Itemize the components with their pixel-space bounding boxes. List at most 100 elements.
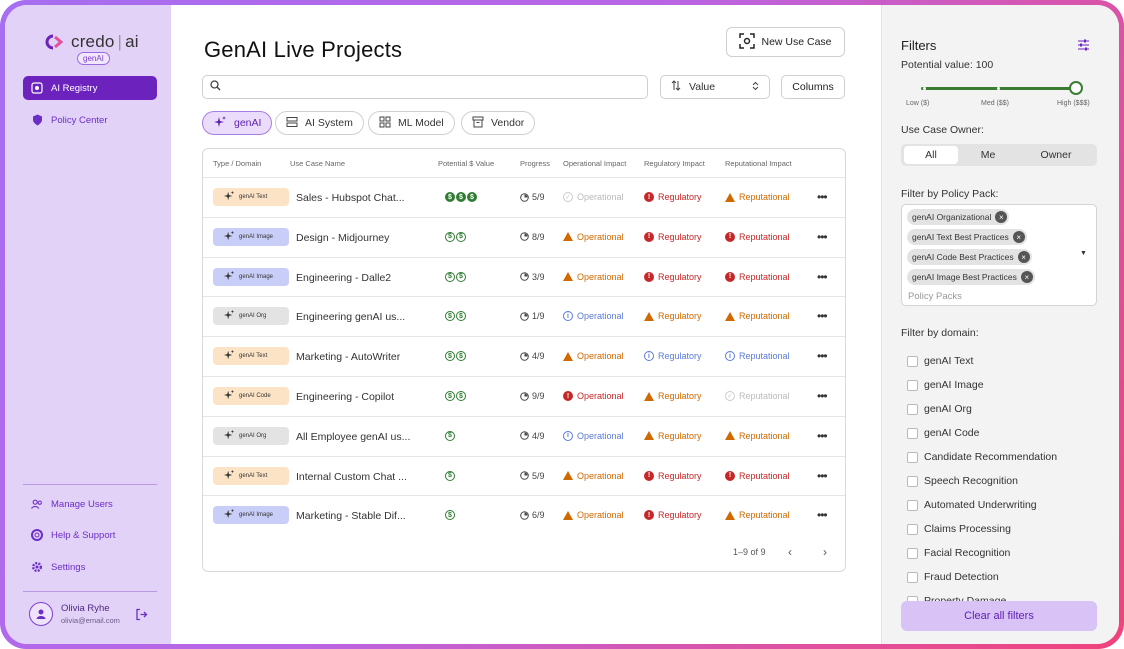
reputational-impact: Reputational xyxy=(725,510,790,520)
use-case-name[interactable]: All Employee genAI us... xyxy=(296,430,411,443)
domain-checkbox-row[interactable]: genAI Text xyxy=(907,355,973,367)
chip-ml-model[interactable]: ML Model xyxy=(368,111,455,135)
search-input[interactable] xyxy=(202,75,648,99)
domain-checkbox-row[interactable]: Candidate Recommendation xyxy=(907,451,1057,463)
sort-select[interactable]: Value xyxy=(660,75,770,99)
table-row[interactable]: genAI Org Engineering genAI us... $ $1/9 i Op… xyxy=(203,296,845,336)
sidebar-item-ai-registry[interactable]: AI Registry xyxy=(23,76,157,100)
use-case-name[interactable]: Sales - Hubspot Chat... xyxy=(296,192,405,204)
domain-checkbox-row[interactable]: genAI Image xyxy=(907,379,984,391)
use-case-name[interactable]: Design - Midjourney xyxy=(296,231,390,244)
chip-ai-system[interactable]: AI System xyxy=(275,111,364,135)
use-case-name[interactable]: Engineering - Copilot xyxy=(296,391,395,403)
use-case-name[interactable]: Engineering - Dalle2 xyxy=(296,271,392,284)
table-row[interactable]: genAI Text Internal Custom Chat ... $5/9 Op… xyxy=(203,455,845,496)
table-row[interactable]: genAI Image Marketing - Stable Dif... $6/9… xyxy=(203,495,845,535)
more-options-icon[interactable]: ••• xyxy=(817,229,828,244)
remove-icon[interactable]: × xyxy=(1017,251,1030,263)
domain-checkbox-row[interactable]: Facial Recognition xyxy=(907,547,1010,559)
owner-option-all[interactable]: All xyxy=(904,146,958,164)
table-row[interactable]: genAI Text Sales - Hubspot Chat... $ $ $5/9 ✓… xyxy=(203,177,845,217)
domain-checkbox-row[interactable]: genAI Code xyxy=(907,427,979,439)
table-row[interactable]: genAI Text Marketing - AutoWriter $ $4/9 Ope… xyxy=(203,336,845,376)
remove-icon[interactable]: × xyxy=(1012,231,1025,243)
server-icon xyxy=(286,116,298,131)
domain-checkbox-row[interactable]: genAI Org xyxy=(907,403,972,415)
info-icon: i xyxy=(563,430,573,441)
checkbox[interactable] xyxy=(907,427,918,439)
clear-filters-button[interactable]: Clear all filters xyxy=(901,601,1097,631)
brand-logo[interactable]: credo | ai xyxy=(45,32,139,52)
next-page-icon[interactable]: › xyxy=(823,545,827,559)
owner-option-me[interactable]: Me xyxy=(980,149,996,161)
more-options-icon[interactable]: ••• xyxy=(817,269,828,284)
page-title: GenAI Live Projects xyxy=(204,37,403,62)
warning-icon xyxy=(725,311,735,321)
columns-button[interactable]: Columns xyxy=(781,75,845,99)
use-case-name[interactable]: Marketing - AutoWriter xyxy=(296,351,401,364)
sidebar-item-help-support[interactable]: Help & Support xyxy=(23,523,157,547)
column-header[interactable]: Type / Domain xyxy=(213,159,262,168)
dollar-icon: $ xyxy=(445,311,455,322)
domain-checkbox-row[interactable]: Property Damage xyxy=(907,595,1006,601)
progress-icon xyxy=(520,192,529,202)
potential-value: $ xyxy=(445,430,455,441)
policy-pack-select[interactable]: genAI Organizational × genAI Text Best Pr… xyxy=(901,204,1097,306)
sparkle-icon xyxy=(223,508,235,522)
dropdown-caret-icon[interactable]: ▼ xyxy=(1080,250,1087,257)
sidebar-item-policy-center[interactable]: Policy Center xyxy=(23,108,157,132)
more-options-icon[interactable]: ••• xyxy=(817,309,828,324)
owner-option-owner[interactable]: Owner xyxy=(1040,149,1072,161)
use-case-name[interactable]: Internal Custom Chat ... xyxy=(296,470,407,483)
chip-vendor[interactable]: Vendor xyxy=(461,111,536,135)
checkbox[interactable] xyxy=(907,499,918,511)
warning-icon xyxy=(563,351,573,361)
regulatory-impact: Regulatory xyxy=(644,391,702,401)
more-options-icon[interactable]: ••• xyxy=(817,468,828,483)
checkbox[interactable] xyxy=(907,451,918,463)
tune-icon[interactable] xyxy=(1077,38,1090,56)
checkbox[interactable] xyxy=(907,403,918,415)
operational-impact: Operational xyxy=(563,510,624,520)
remove-icon[interactable]: × xyxy=(995,211,1008,223)
column-header[interactable]: Progress xyxy=(520,159,551,168)
use-case-name[interactable]: Engineering genAI us... xyxy=(296,311,406,324)
checkbox[interactable] xyxy=(907,475,918,487)
new-use-case-button[interactable]: New Use Case xyxy=(726,27,845,57)
domain-checkbox-row[interactable]: Automated Underwriting xyxy=(907,499,1037,511)
more-options-icon[interactable]: ••• xyxy=(817,508,828,523)
new-use-case-label: New Use Case xyxy=(761,36,832,48)
more-options-icon[interactable]: ••• xyxy=(817,428,828,443)
column-header[interactable]: Regulatory Impact xyxy=(644,159,705,168)
progress-value: 5/9 xyxy=(532,192,545,202)
checkbox[interactable] xyxy=(907,379,918,391)
prev-page-icon[interactable]: ‹ xyxy=(788,545,792,559)
more-options-icon[interactable]: ••• xyxy=(817,349,828,364)
checkbox[interactable] xyxy=(907,523,918,535)
user-profile[interactable]: Olivia Ryhe olivia@email.com xyxy=(29,602,120,626)
checkbox[interactable] xyxy=(907,595,918,601)
chip-genai[interactable]: genAI xyxy=(202,111,273,135)
slider-thumb[interactable] xyxy=(1069,81,1083,95)
column-header[interactable]: Use Case Name xyxy=(290,159,346,168)
domain-checkbox-row[interactable]: Fraud Detection xyxy=(907,571,999,583)
column-header[interactable]: Reputational Impact xyxy=(725,159,792,168)
column-header[interactable]: Operational Impact xyxy=(563,159,627,168)
more-options-icon[interactable]: ••• xyxy=(817,190,828,204)
table-row[interactable]: genAI Code Engineering - Copilot $ $9/9! Ope… xyxy=(203,376,845,416)
table-row[interactable]: genAI Org All Employee genAI us... $4/9 i Op… xyxy=(203,415,845,456)
column-header[interactable]: Potential $ Value xyxy=(438,159,495,168)
logout-icon[interactable] xyxy=(135,608,148,626)
remove-icon[interactable]: × xyxy=(1020,271,1033,283)
checkbox[interactable] xyxy=(907,355,918,367)
checkbox[interactable] xyxy=(907,571,918,583)
checkbox[interactable] xyxy=(907,547,918,559)
domain-checkbox-row[interactable]: Speech Recognition xyxy=(907,475,1018,487)
sidebar-item-settings[interactable]: Settings xyxy=(23,555,157,579)
table-row[interactable]: genAI Image Design - Midjourney $ $8/9 Opera… xyxy=(203,216,845,257)
sidebar-item-manage-users[interactable]: Manage Users xyxy=(23,492,157,516)
more-options-icon[interactable]: ••• xyxy=(817,389,828,403)
use-case-name[interactable]: Marketing - Stable Dif... xyxy=(296,510,406,523)
domain-checkbox-row[interactable]: Claims Processing xyxy=(907,523,1011,535)
table-row[interactable]: genAI Image Engineering - Dalle2 $ $3/9 Oper… xyxy=(203,256,845,297)
